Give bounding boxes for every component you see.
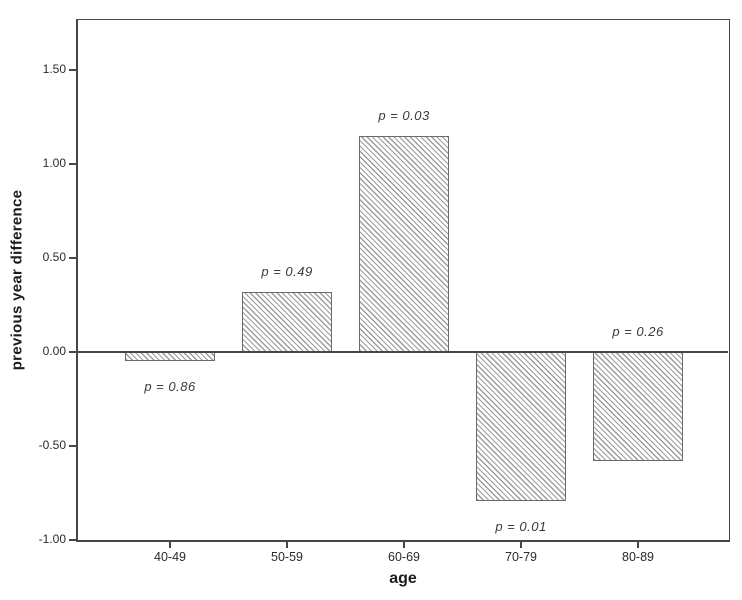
y-tick-label: 0.00 bbox=[42, 344, 66, 358]
x-axis-tick-mark bbox=[520, 542, 522, 548]
zero-baseline bbox=[78, 351, 728, 353]
x-axis-title: age bbox=[389, 570, 417, 587]
bar-80-89 bbox=[593, 352, 683, 462]
x-axis-tick-mark bbox=[637, 542, 639, 548]
bar-60-69 bbox=[359, 135, 449, 352]
y-tick-label: 1.50 bbox=[42, 62, 66, 76]
x-axis-tick-mark bbox=[286, 542, 288, 548]
y-axis-tick-mark bbox=[69, 445, 76, 447]
p-value-annotation: p = 0.26 bbox=[612, 324, 664, 339]
y-tick-label: -1.00 bbox=[38, 532, 66, 546]
x-axis-tick-mark bbox=[169, 542, 171, 548]
p-value-annotation: p = 0.03 bbox=[378, 107, 430, 123]
p-value-annotation: p = 0.01 bbox=[495, 518, 547, 534]
x-axis-tick-mark bbox=[403, 542, 405, 548]
y-tick-label: 0.50 bbox=[42, 250, 66, 264]
bar-40-49 bbox=[125, 352, 215, 362]
x-tick-label: 40-49 bbox=[154, 550, 186, 564]
x-tick-label: 60-69 bbox=[388, 550, 420, 564]
y-axis-tick-mark bbox=[69, 69, 76, 71]
y-axis-tick-mark bbox=[69, 351, 76, 353]
y-axis-tick-mark bbox=[69, 163, 76, 165]
y-axis-tick-mark bbox=[69, 257, 76, 259]
bar-50-59 bbox=[242, 291, 332, 352]
p-value-annotation: p = 0.86 bbox=[144, 379, 196, 395]
x-tick-label: 80-89 bbox=[622, 550, 654, 564]
y-tick-label: 1.00 bbox=[42, 156, 66, 170]
p-value-annotation: p = 0.49 bbox=[261, 263, 313, 279]
bar-70-79 bbox=[476, 352, 566, 501]
x-tick-label: 50-59 bbox=[271, 550, 303, 564]
y-tick-label: -0.50 bbox=[38, 438, 66, 452]
y-axis-tick-mark bbox=[69, 539, 76, 541]
x-tick-label: 70-79 bbox=[505, 550, 537, 564]
